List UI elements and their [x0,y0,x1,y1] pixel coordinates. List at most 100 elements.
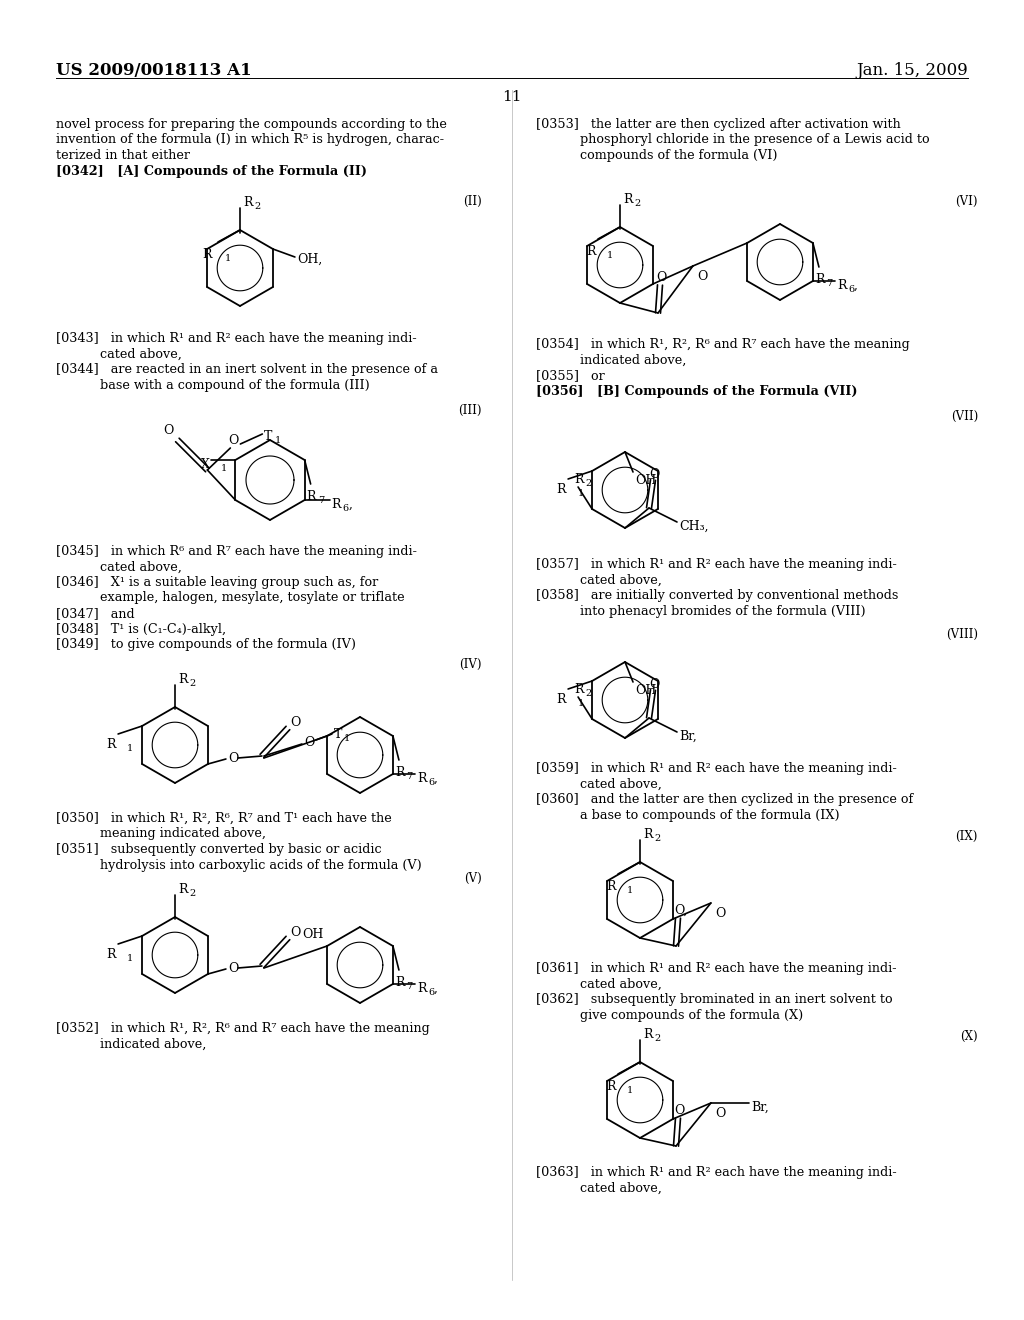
Text: ,: , [434,772,438,785]
Text: O: O [674,1104,684,1117]
Text: 1: 1 [607,251,613,260]
Text: meaning indicated above,: meaning indicated above, [56,828,266,841]
Text: [0349]   to give compounds of the formula (IV): [0349] to give compounds of the formula … [56,638,356,651]
Text: Br,: Br, [679,730,696,743]
Text: invention of the formula (I) in which R⁵ is hydrogen, charac-: invention of the formula (I) in which R⁵… [56,133,444,147]
Text: 7: 7 [826,279,833,288]
Text: O: O [715,907,725,920]
Text: indicated above,: indicated above, [56,1038,207,1051]
Text: R: R [203,248,212,261]
Text: [0361]   in which R¹ and R² each have the meaning indi-: [0361] in which R¹ and R² each have the … [536,962,896,975]
Text: [0344]   are reacted in an inert solvent in the presence of a: [0344] are reacted in an inert solvent i… [56,363,438,376]
Text: give compounds of the formula (X): give compounds of the formula (X) [536,1008,803,1022]
Text: R: R [557,483,566,496]
Text: 1: 1 [220,465,226,473]
Text: O: O [290,927,300,939]
Text: R: R [643,828,652,841]
Text: R: R [587,246,596,257]
Text: cated above,: cated above, [56,347,182,360]
Text: 1: 1 [127,744,133,752]
Text: [0343]   in which R¹ and R² each have the meaning indi-: [0343] in which R¹ and R² each have the … [56,333,417,345]
Text: R: R [606,880,616,894]
Text: O: O [228,434,239,447]
Text: US 2009/0018113 A1: US 2009/0018113 A1 [56,62,252,79]
Text: a base to compounds of the formula (IX): a base to compounds of the formula (IX) [536,808,840,821]
Text: cated above,: cated above, [536,1181,662,1195]
Text: (V): (V) [464,873,482,884]
Text: [0351]   subsequently converted by basic or acidic: [0351] subsequently converted by basic o… [56,843,382,855]
Text: cated above,: cated above, [536,777,662,791]
Text: O: O [304,737,314,748]
Text: example, halogen, mesylate, tosylate or triflate: example, halogen, mesylate, tosylate or … [56,591,404,605]
Text: 1: 1 [127,954,133,964]
Text: R: R [643,1028,652,1041]
Text: 1: 1 [344,734,350,743]
Text: 1: 1 [225,253,231,263]
Text: 7: 7 [406,982,412,991]
Text: OH,: OH, [297,253,323,267]
Text: (VII): (VII) [950,411,978,422]
Text: R: R [178,673,187,686]
Text: CH₃,: CH₃, [679,520,709,533]
Text: T: T [334,729,342,741]
Text: Br,: Br, [751,1101,769,1114]
Text: (X): (X) [961,1030,978,1043]
Text: R: R [178,883,187,896]
Text: O: O [228,752,239,766]
Text: compounds of the formula (VI): compounds of the formula (VI) [536,149,777,162]
Text: [0352]   in which R¹, R², R⁶ and R⁷ each have the meaning: [0352] in which R¹, R², R⁶ and R⁷ each h… [56,1022,430,1035]
Text: R: R [574,473,584,486]
Text: into phenacyl bromides of the formula (VIII): into phenacyl bromides of the formula (V… [536,605,865,618]
Text: 1: 1 [579,700,585,708]
Text: O: O [656,271,667,284]
Text: 6: 6 [428,777,434,787]
Text: OH: OH [302,928,324,941]
Text: O: O [228,962,239,975]
Text: [0354]   in which R¹, R², R⁶ and R⁷ each have the meaning: [0354] in which R¹, R², R⁶ and R⁷ each h… [536,338,909,351]
Text: (III): (III) [459,404,482,417]
Text: 1: 1 [627,1086,633,1096]
Text: 6: 6 [343,504,349,513]
Text: ,: , [854,279,858,292]
Text: indicated above,: indicated above, [536,354,686,367]
Text: phosphoryl chloride in the presence of a Lewis acid to: phosphoryl chloride in the presence of a… [536,133,930,147]
Text: [0356]   [B] Compounds of the Formula (VII): [0356] [B] Compounds of the Formula (VII… [536,384,857,397]
Text: R: R [623,193,633,206]
Text: [0362]   subsequently brominated in an inert solvent to: [0362] subsequently brominated in an ine… [536,993,893,1006]
Text: [0359]   in which R¹ and R² each have the meaning indi-: [0359] in which R¹ and R² each have the … [536,762,897,775]
Text: R: R [417,772,426,785]
Text: [0346]   X¹ is a suitable leaving group such as, for: [0346] X¹ is a suitable leaving group su… [56,576,378,589]
Text: 1: 1 [274,436,281,445]
Text: hydrolysis into carboxylic acids of the formula (V): hydrolysis into carboxylic acids of the … [56,858,422,871]
Text: 2: 2 [189,678,196,688]
Text: R: R [837,279,847,292]
Text: ,: , [348,498,352,511]
Text: R: R [395,766,404,779]
Text: [0348]   T¹ is (C₁-C₄)-alkyl,: [0348] T¹ is (C₁-C₄)-alkyl, [56,623,226,635]
Text: base with a compound of the formula (III): base with a compound of the formula (III… [56,379,370,392]
Text: [0358]   are initially converted by conventional methods: [0358] are initially converted by conven… [536,589,898,602]
Text: 2: 2 [585,479,591,488]
Text: T: T [264,430,272,444]
Text: OH: OH [635,474,656,487]
Text: O: O [290,715,300,729]
Text: [0342]   [A] Compounds of the Formula (II): [0342] [A] Compounds of the Formula (II) [56,165,367,177]
Text: 7: 7 [317,496,324,506]
Text: [0360]   and the latter are then cyclized in the presence of: [0360] and the latter are then cyclized … [536,793,913,807]
Text: 2: 2 [254,202,260,211]
Text: 2: 2 [634,199,640,209]
Text: R: R [417,982,426,995]
Text: [0353]   the latter are then cyclized after activation with: [0353] the latter are then cyclized afte… [536,117,901,131]
Text: O: O [715,1107,725,1119]
Text: R: R [395,975,404,989]
Text: [0363]   in which R¹ and R² each have the meaning indi-: [0363] in which R¹ and R² each have the … [536,1166,897,1179]
Text: novel process for preparing the compounds according to the: novel process for preparing the compound… [56,117,446,131]
Text: R: R [574,682,584,696]
Text: 2: 2 [654,1034,660,1043]
Text: R: R [106,738,116,751]
Text: 1: 1 [627,886,633,895]
Text: [0347]   and: [0347] and [56,607,134,620]
Text: [0345]   in which R⁶ and R⁷ each have the meaning indi-: [0345] in which R⁶ and R⁷ each have the … [56,545,417,558]
Text: R: R [557,693,566,706]
Text: O: O [649,469,659,480]
